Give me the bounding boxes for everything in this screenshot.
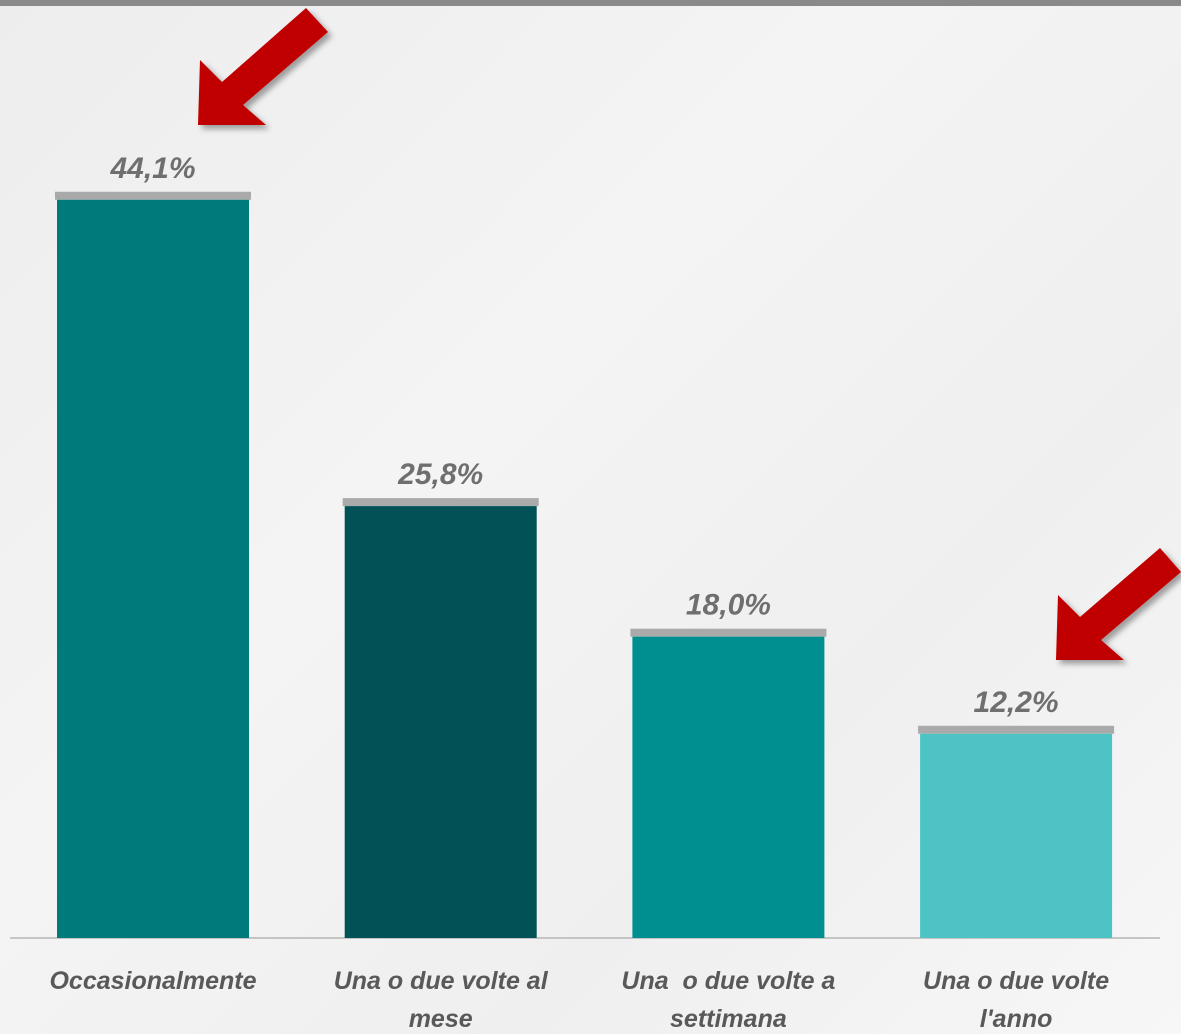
bar	[57, 199, 249, 939]
arrow	[198, 8, 328, 125]
value-label: 44,1%	[109, 152, 195, 185]
bar-shadow	[630, 628, 827, 637]
x-tick-label: Una o due volte a settimana	[621, 967, 843, 1033]
bar-shadow	[55, 191, 251, 200]
x-tick-label: Una o due volte al mese	[333, 967, 555, 1033]
bar-shadow	[342, 498, 539, 507]
x-tick-label: Una o due volte l'anno	[923, 967, 1117, 1033]
bar	[632, 636, 825, 938]
value-label: 18,0%	[686, 589, 771, 622]
x-tick-label: Occasionalmente	[49, 967, 257, 995]
value-label: 12,2%	[974, 686, 1059, 719]
bar-shadow	[918, 725, 1115, 734]
bar	[344, 506, 537, 938]
bar	[920, 733, 1113, 938]
top-border	[0, 0, 1181, 6]
arrow	[1056, 548, 1181, 660]
value-label: 25,8%	[397, 458, 483, 491]
